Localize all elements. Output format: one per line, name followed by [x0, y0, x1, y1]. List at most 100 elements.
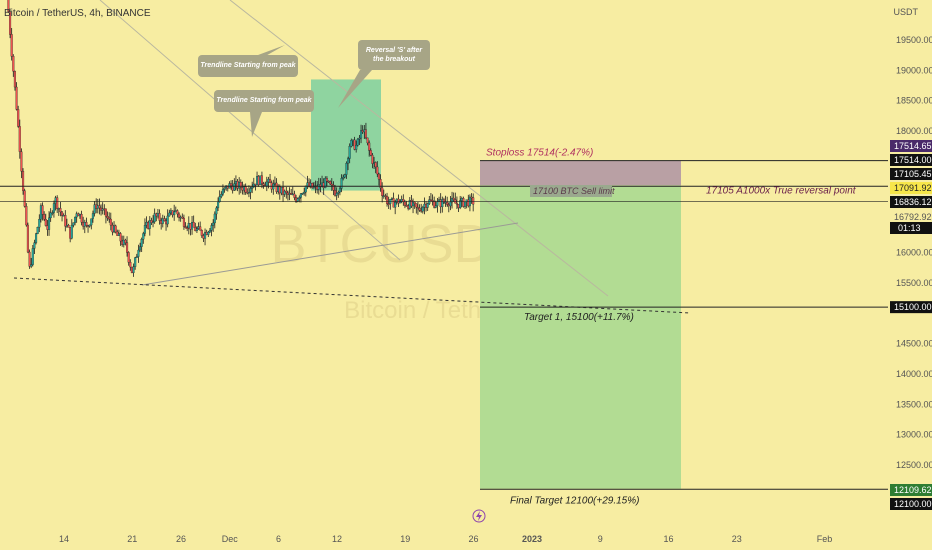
candle-body — [199, 226, 202, 231]
candle-body — [330, 183, 333, 186]
candle-body — [104, 208, 107, 217]
lightning-icon-ring — [472, 509, 486, 523]
candle-body — [335, 193, 338, 196]
candle-body — [74, 216, 77, 223]
price-axis: 19500.00 19000.00 18500.00 18000.00 16000.00… — [890, 35, 932, 510]
lightning-icon[interactable] — [472, 509, 486, 523]
candle — [158, 209, 161, 225]
candle — [356, 137, 359, 147]
candle — [455, 196, 458, 210]
time-tick: Feb — [817, 534, 833, 544]
candle — [210, 223, 213, 237]
candle-body — [150, 220, 153, 223]
candle — [369, 148, 372, 157]
time-tick: Dec — [222, 534, 239, 544]
reversal-price-tag — [890, 182, 932, 194]
candle-body — [109, 218, 112, 226]
candle — [132, 263, 135, 277]
time-tick: 9 — [598, 534, 603, 544]
time-tick: 21 — [127, 534, 137, 544]
candle — [142, 231, 145, 244]
candle — [21, 168, 25, 195]
stop-price-tag — [890, 140, 932, 152]
candle-body — [369, 150, 372, 156]
candle-body — [398, 201, 402, 204]
time-tick: 14 — [59, 534, 69, 544]
candle-body — [397, 198, 400, 204]
candle-body — [106, 216, 109, 219]
candle-body — [239, 182, 242, 188]
candle — [200, 229, 203, 238]
candle-body — [132, 266, 135, 273]
candle — [195, 226, 198, 234]
final-price-tag-label: 12100.00 — [894, 499, 932, 509]
candle-body — [48, 217, 51, 230]
sell-limit-bg — [530, 185, 612, 197]
candle-body — [358, 137, 361, 140]
callout-trendline-2-text: Trendline Starting from peak — [216, 97, 312, 104]
target-pl-price-tag-label: 12109.62 — [894, 485, 932, 495]
candle — [299, 192, 302, 203]
candle-body — [379, 179, 382, 189]
candle-body — [338, 188, 341, 193]
candle — [368, 140, 371, 157]
stoploss-label: Stoploss 17514(-2.47%) — [486, 148, 593, 159]
candle — [374, 161, 377, 174]
callout-reversal-text: Reversal 'S' after — [366, 47, 424, 54]
candle — [25, 203, 28, 227]
candle — [472, 193, 475, 212]
candle-body — [35, 233, 38, 243]
callout-reversal: Reversal 'S' after the breakout — [338, 40, 430, 108]
candle-body — [233, 183, 236, 191]
stop-zone — [480, 160, 681, 186]
candle — [272, 179, 275, 195]
candle-body — [138, 246, 142, 251]
candle — [127, 251, 130, 266]
price-tick: 13500.00 — [896, 399, 932, 409]
candle — [384, 193, 387, 200]
candle-body — [403, 201, 406, 206]
candle — [335, 187, 338, 201]
candle — [153, 208, 156, 224]
candle-body — [303, 191, 306, 194]
candle — [17, 105, 20, 128]
candle — [30, 257, 33, 269]
candle-body — [88, 224, 91, 227]
callout-trendline-2: Trendline Starting from peak — [214, 90, 314, 137]
candle-body — [311, 182, 314, 188]
candle — [104, 208, 107, 224]
candle-body — [359, 130, 363, 139]
candle-body — [364, 129, 367, 139]
candle — [148, 216, 151, 236]
candle-body — [433, 200, 436, 208]
candle — [452, 192, 455, 202]
candle-body — [90, 218, 93, 226]
price-tick: 13000.00 — [896, 430, 932, 440]
candle — [36, 226, 39, 235]
candle-body — [44, 219, 47, 226]
candle — [442, 197, 445, 205]
candle — [13, 70, 16, 91]
candle — [415, 203, 418, 214]
candle-body — [166, 215, 169, 225]
lightning-icon-bolt — [476, 511, 482, 521]
candle-body — [463, 201, 467, 207]
candle-body — [23, 190, 26, 207]
callout-reversal-text: the breakout — [373, 56, 416, 63]
candle-body — [176, 210, 179, 215]
candle — [265, 176, 268, 192]
candle — [90, 218, 93, 230]
candle — [126, 236, 129, 257]
candle — [385, 192, 389, 207]
final-price-tag — [890, 498, 932, 510]
candle — [397, 194, 400, 208]
candle-body — [265, 181, 268, 187]
candle — [355, 140, 358, 153]
candle-body — [148, 220, 151, 229]
candle — [364, 122, 367, 140]
target1-label: Target 1, 15100(+11.7%) — [524, 312, 634, 323]
candle-body — [368, 142, 371, 151]
candle-body — [343, 174, 346, 178]
candle — [281, 181, 285, 202]
